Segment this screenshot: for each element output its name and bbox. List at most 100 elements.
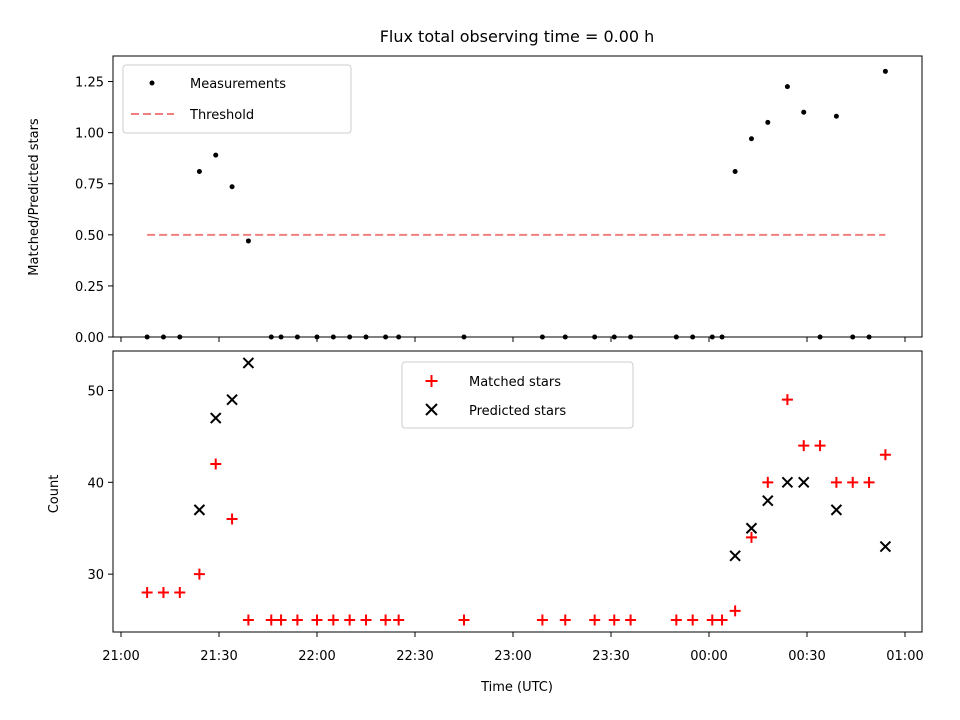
matched-star-marker [291,614,303,626]
matched-star-marker [608,614,620,626]
matched-star-marker [226,513,238,525]
matched-star-marker [729,605,741,617]
matched-star-marker [380,614,392,626]
legend-label-measurements: Measurements [190,77,286,92]
bottom-x-tick-label: 00:00 [690,649,727,664]
top-legend: Measurements Threshold [122,64,352,134]
matched-star-marker [174,587,186,599]
bottom-x-axis-label: Time (UTC) [480,680,553,695]
predicted-star-marker [193,504,206,516]
matched-star-marker [745,531,757,543]
matched-star-marker [242,614,254,626]
matched-star-marker [814,440,826,452]
bottom-y-tick-label: 30 [87,568,104,583]
measurement-point [833,113,839,119]
bottom-x-tick-label: 23:30 [592,649,629,664]
legend-x-icon [425,403,438,416]
bottom-y-axis-label: Count [47,475,62,514]
matched-star-marker [265,614,277,626]
top-y-tick-label: 0.50 [75,229,104,244]
measurement-point [196,168,202,174]
matched-star-marker [141,587,153,599]
matched-star-marker [863,476,875,488]
measurement-point [229,184,235,190]
matched-star-marker [210,458,222,470]
top-y-ticks: 0.00 0.25 0.50 0.75 1.00 1.25 [75,76,113,346]
top-y-tick-label: 0.75 [75,178,104,193]
predicted-star-marker [781,476,794,489]
predicted-star-marker [745,522,758,534]
measurement-point [213,152,219,158]
matched-star-marker [275,614,287,626]
predicted-star-marker [210,412,222,424]
measurement-point [784,84,790,90]
matched-star-marker [327,614,339,626]
bottom-x-tick-label: 21:30 [200,649,237,664]
top-y-tick-label: 1.00 [75,127,104,142]
bottom-y-ticks: 30 40 50 [87,384,113,583]
measurement-point [245,238,251,244]
matched-star-marker [536,614,548,626]
top-y-tick-label: 0.25 [75,280,104,295]
matched-star-marker [311,614,323,626]
predicted-star-marker [226,393,238,406]
matched-star-marker [716,614,728,626]
measurement-point [732,168,738,174]
matched-stars-layer [141,394,891,626]
matched-star-marker [559,614,571,626]
top-panel: Flux total observing time = 0.00 h Match… [27,27,923,346]
bottom-x-tick-label: 22:30 [396,649,433,664]
bottom-y-tick-label: 50 [87,384,104,399]
bottom-x-tick-label: 23:00 [494,649,531,664]
top-y-tick-label: 0.00 [75,331,104,346]
bottom-x-tick-label: 00:30 [788,649,825,664]
bottom-plot-frame [112,350,923,633]
top-x-tick-marks [120,337,906,342]
predicted-star-marker [762,494,774,507]
legend-dot-icon [149,80,155,86]
predicted-star-marker [830,504,843,516]
legend-label-matched: Matched stars [469,375,561,390]
top-legend-frame [122,64,352,134]
matched-star-marker [193,568,205,580]
matched-star-marker [393,614,405,626]
top-y-tick-label: 1.25 [75,76,104,91]
matched-star-marker [847,476,859,488]
bottom-x-ticks: 21:00 21:30 22:00 22:30 23:00 23:30 00:00 00:30… [102,632,924,664]
matched-star-marker [625,614,637,626]
matched-star-marker [830,476,842,488]
bottom-x-tick-label: 22:00 [298,649,335,664]
measurement-point [765,119,771,125]
bottom-y-tick-label: 40 [87,476,104,491]
bottom-x-tick-label: 21:00 [102,649,139,664]
matched-star-marker [360,614,372,626]
top-y-axis-label: Matched/Predicted stars [27,118,42,276]
predicted-star-marker [729,550,741,562]
predicted-star-marker [242,357,255,369]
matched-star-marker [157,587,169,599]
matched-star-marker [589,614,601,626]
matched-star-marker [879,449,891,461]
top-panel-title: Flux total observing time = 0.00 h [380,27,655,46]
predicted-star-marker [879,540,892,553]
legend-plus-icon [425,375,438,387]
legend-label-predicted: Predicted stars [469,404,566,419]
predicted-stars-layer [193,357,892,562]
bottom-x-tick-label: 01:00 [886,649,923,664]
bottom-legend-frame [401,361,634,429]
matched-star-marker [344,614,356,626]
matched-star-marker [458,614,470,626]
matched-star-marker [670,614,682,626]
matched-star-marker [798,440,810,452]
bottom-legend: Matched stars Predicted stars [401,361,634,429]
measurement-point [748,136,754,142]
matched-star-marker [781,394,793,406]
matched-star-marker [762,476,774,488]
legend-label-threshold: Threshold [189,108,254,123]
matched-star-marker [687,614,699,626]
measurement-point [882,68,888,74]
measurement-point [801,109,807,115]
matched-star-marker [706,614,718,626]
